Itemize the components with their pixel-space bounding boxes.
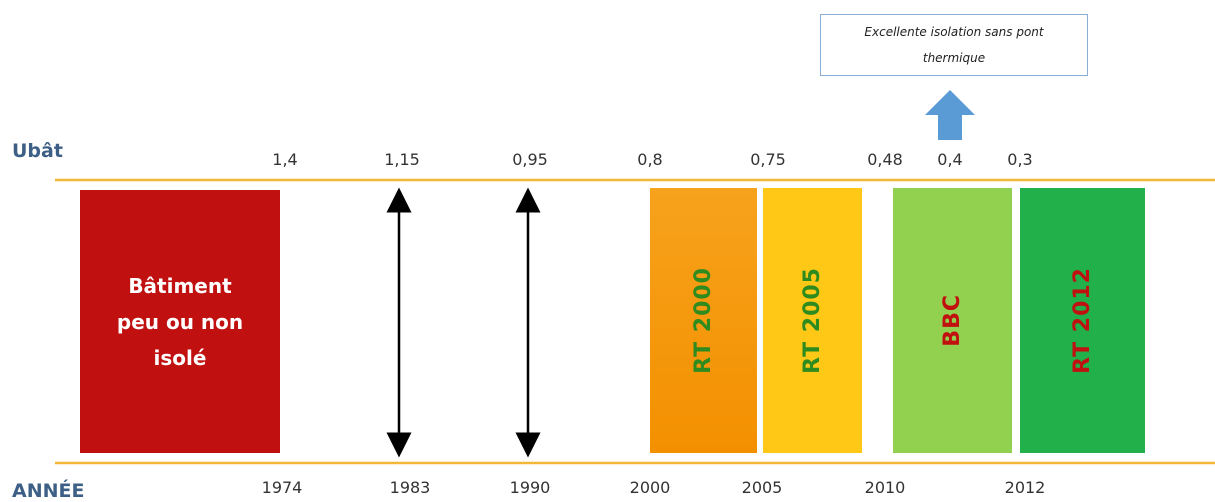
block: RT 2005: [763, 188, 862, 453]
ubat-value: 0,75: [750, 150, 786, 169]
row-label: ANNÉE: [12, 480, 85, 502]
year: 1974: [261, 478, 303, 497]
ubat-value: 0,95: [512, 150, 548, 169]
year: 1983: [389, 478, 431, 497]
year: 2000: [629, 478, 671, 497]
year: 2012: [1004, 478, 1046, 497]
block-label: RT 2005: [800, 267, 825, 374]
up-arrow: [925, 90, 975, 140]
ubat-value: 0,4: [937, 150, 963, 169]
block-label: RT 2012: [1070, 267, 1095, 374]
year: 1990: [509, 478, 551, 497]
row-label: Ubât: [12, 140, 63, 162]
block: Bâtiment peu ou non isolé: [80, 190, 280, 453]
year: 2010: [864, 478, 906, 497]
ubat-value: 0,48: [867, 150, 903, 169]
block-label: BBC: [940, 294, 965, 347]
block: RT 2000: [650, 188, 757, 453]
ubat-value: 0,8: [637, 150, 663, 169]
block-label: Bâtiment peu ou non isolé: [116, 273, 244, 370]
block-label: RT 2000: [691, 267, 716, 374]
ubat-value: 1,15: [384, 150, 420, 169]
ubat-value: 0,3: [1007, 150, 1033, 169]
block: BBC: [893, 188, 1012, 453]
callout: Excellente isolation sans pont thermique: [820, 14, 1088, 76]
ubat-value: 1,4: [272, 150, 298, 169]
year: 2005: [741, 478, 783, 497]
block: RT 2012: [1020, 188, 1145, 453]
